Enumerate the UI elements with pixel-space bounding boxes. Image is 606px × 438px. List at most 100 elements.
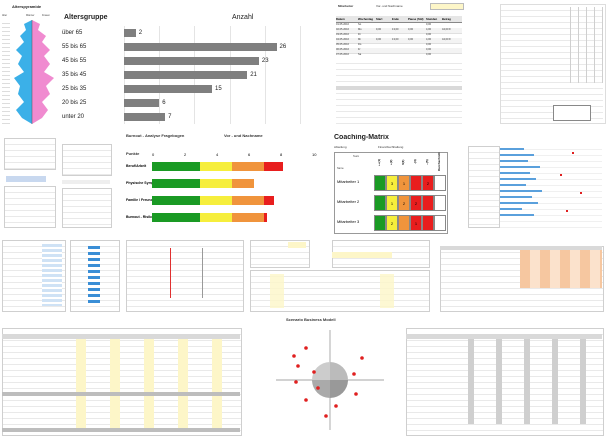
timesheet-header-cell: Pause (Std) (408, 17, 424, 21)
coaching-row-name: Mitarbeiter 1 (337, 179, 360, 184)
coaching-cell[interactable] (434, 195, 446, 211)
weekly-chart-thumbnail[interactable] (468, 134, 604, 230)
burnout-row-label: Burnout - Risiko (126, 215, 154, 219)
coaching-cell[interactable] (374, 195, 386, 211)
coaching-column-header: -(4) (413, 159, 417, 165)
timesheet-thumbnail[interactable]: Mitarbeiter Vor- und Nachname Datum Woche… (336, 2, 464, 126)
age-chart-value-header: Anzahl (232, 14, 254, 21)
age-pyramid-thumbnail[interactable]: Alterspyramide Alter Männer Frauen (2, 4, 58, 126)
burnout-bar-segment (152, 162, 200, 171)
timesheet-cell: 9,00 (376, 28, 382, 31)
burnout-bar-segment (232, 179, 255, 188)
burnout-bar-segment (264, 162, 284, 171)
age-group-bar (124, 43, 277, 51)
attendance-thumbnail[interactable] (2, 320, 242, 436)
form-thumbnail-2[interactable] (62, 136, 112, 232)
timesheet-cell: 0,00 (426, 53, 432, 56)
timesheet-row: 04.05.2016 Mi 9,00 13,00 0,00 4,00 44,00 € (336, 38, 462, 44)
coaching-cell[interactable]: 3 (386, 175, 398, 191)
planner-thumbnail[interactable] (406, 320, 604, 436)
timesheet-header-cell: Wochentag (358, 17, 374, 21)
timesheet-cell: 04.05.2016 (336, 38, 349, 41)
age-group-label: 25 bis 35 (62, 86, 87, 92)
burnout-bar-segment (152, 196, 200, 205)
timesheet-cell: Sa (358, 53, 362, 56)
timesheet-cell: 0,00 (426, 33, 432, 36)
timesheet-cell: 44,00 € (442, 28, 451, 31)
coaching-cell[interactable] (398, 215, 410, 231)
coaching-cell[interactable]: 1 (386, 195, 398, 211)
age-group-bar (124, 113, 166, 121)
burnout-analysis[interactable]: Burnout - Analyse Fragebogen Vor - und N… (124, 134, 324, 232)
timesheet-cell: 13,00 (392, 28, 399, 31)
timesheet-cell: 4,00 (426, 28, 432, 31)
coaching-cell[interactable] (374, 175, 386, 191)
age-group-label: 45 bis 55 (62, 58, 87, 64)
pyramid-chart (14, 20, 54, 124)
burnout-bar-segment (264, 213, 268, 222)
pyramid-col-men: Männer (26, 14, 35, 17)
coaching-cell[interactable] (434, 175, 446, 191)
coaching-column-header: Durchschnitt (437, 152, 441, 172)
coaching-cell[interactable]: 1 (398, 175, 410, 191)
age-group-chart[interactable]: Altersgruppe Anzahl über 65 2 55 bis 65 26 4… (60, 2, 326, 126)
orange-table-thumbnail[interactable] (440, 238, 604, 312)
timesheet-cell: 4,00 (426, 38, 432, 41)
timesheet-cell: 07.05.2016 (336, 53, 349, 56)
coaching-name-header: Name (337, 167, 344, 170)
list-thumbnail[interactable] (2, 240, 66, 312)
coaching-cell[interactable]: 2 (410, 195, 422, 211)
age-group-value: 2 (138, 30, 143, 36)
age-group-row: 55 bis 65 26 (62, 40, 286, 54)
age-group-value: 7 (168, 114, 172, 120)
burnout-bar-segment (232, 213, 264, 222)
pyramid-col-women: Frauen (42, 14, 50, 17)
coaching-dept-value: Finanzbuchhaltung (378, 145, 404, 149)
coaching-cell[interactable]: 2 (398, 195, 410, 211)
burnout-bar-segment (200, 196, 232, 205)
burnout-bar-segment (232, 162, 264, 171)
burnout-bar-segment (152, 179, 200, 188)
burnout-bar-segment (200, 162, 232, 171)
burnout-bar-segment (200, 213, 232, 222)
coaching-cell[interactable] (422, 195, 434, 211)
coaching-team-header: Team (353, 155, 360, 158)
progress-thumbnail[interactable] (70, 240, 120, 312)
coaching-cell[interactable]: 2 (386, 215, 398, 231)
timesheet-cell: Mo (358, 28, 362, 31)
coaching-cell[interactable] (410, 175, 422, 191)
age-group-bar (124, 57, 259, 65)
age-chart-plot: über 65 2 55 bis 65 26 45 bis 55 23 35 bis 45 2… (62, 26, 320, 124)
age-group-bar (124, 71, 248, 79)
coaching-matrix[interactable]: Coaching-Matrix Abteilung Finanzbuchhalt… (334, 134, 448, 234)
coaching-column-header: 0(3) (401, 159, 405, 165)
timesheet-header-cell: Betrag (442, 17, 451, 21)
commission-thumbnail[interactable] (250, 240, 432, 312)
burnout-row-label: Familie / Freunde/ Freizeit (126, 198, 169, 202)
scatter-title: Scenario Business Modell (286, 318, 336, 322)
burnout-scale-tick: 8 (280, 152, 283, 157)
burnout-scale-tick: 10 (312, 152, 317, 157)
coaching-cell[interactable]: 1 (410, 215, 422, 231)
coaching-cell[interactable] (374, 215, 386, 231)
burnout-scale-tick: 0 (152, 152, 155, 157)
tracking-sheet-thumbnail[interactable] (500, 4, 606, 124)
timeline-thumbnail[interactable] (126, 240, 244, 312)
age-group-bar (124, 85, 212, 93)
burnout-row-label: Beruf/Arbeit (126, 164, 147, 168)
form-thumbnail-1[interactable] (2, 136, 58, 232)
age-group-value: 6 (162, 100, 166, 106)
coaching-cell[interactable]: 2 (422, 175, 434, 191)
scenario-scatter[interactable]: Scenario Business Modell (256, 318, 402, 436)
scatter-plot (276, 330, 384, 430)
coaching-column-header: +(2) (389, 159, 393, 165)
age-group-label: unter 20 (62, 114, 85, 120)
burnout-scale-tick: 2 (184, 152, 187, 157)
timesheet-cell: 06.05.2016 (336, 48, 349, 51)
timesheet-cell: 0,00 (426, 43, 432, 46)
age-group-label: 55 bis 65 (62, 44, 87, 50)
coaching-cell[interactable] (422, 215, 434, 231)
coaching-cell[interactable] (434, 215, 446, 231)
burnout-scale-tick: 6 (248, 152, 251, 157)
timesheet-cell: Mi (358, 38, 361, 41)
